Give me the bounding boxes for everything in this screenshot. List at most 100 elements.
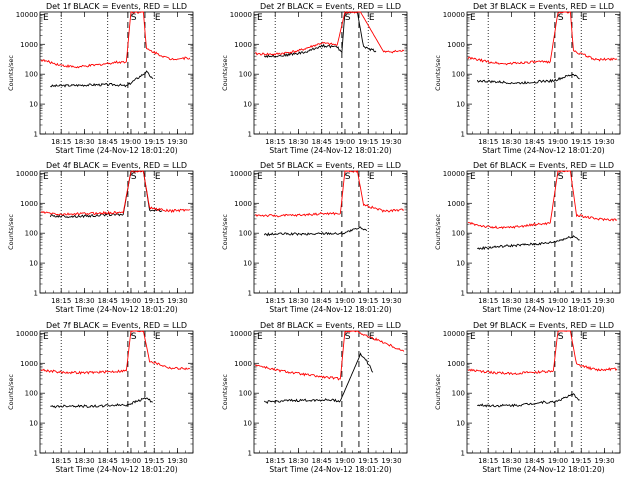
plot-frame xyxy=(253,330,408,454)
x-tick-label: 18:15 xyxy=(265,138,285,146)
start-marker: E xyxy=(43,13,49,23)
x-tick-label: 18:15 xyxy=(51,138,71,146)
middle-marker: S xyxy=(558,172,564,182)
series-line-events xyxy=(50,70,154,88)
x-tick-label: 19:15 xyxy=(571,457,591,465)
y-tick-label: 10000 xyxy=(230,330,252,338)
x-tick-label: 19:15 xyxy=(571,138,591,146)
x-tick-label: 18:30 xyxy=(501,297,521,305)
panel-title: Det 5f BLACK = Events, RED = LLD xyxy=(260,161,401,170)
middle-marker: S xyxy=(345,13,351,23)
y-tick-label: 1 xyxy=(461,290,465,298)
y-tick-label: 1000 xyxy=(447,360,465,368)
x-axis-label: Start Time (24-Nov-12 18:01:20) xyxy=(482,146,604,155)
x-tick-label: 18:30 xyxy=(288,138,308,146)
y-tick-label: 1000 xyxy=(234,41,252,49)
y-tick-label: 10000 xyxy=(230,11,252,19)
x-tick-label: 18:30 xyxy=(74,457,94,465)
end-marker: E xyxy=(155,332,161,342)
plot-frame xyxy=(39,170,194,294)
x-tick-label: 19:30 xyxy=(167,457,187,465)
y-tick-label: 10 xyxy=(29,260,38,268)
series-line-lld xyxy=(40,170,191,216)
y-tick-label: 1 xyxy=(34,450,38,458)
x-tick-label: 18:15 xyxy=(265,457,285,465)
y-tick-label: 10000 xyxy=(16,11,38,19)
y-axis-label: Counts/sec xyxy=(434,214,442,250)
middle-marker: S xyxy=(558,332,564,342)
y-tick-label: 100 xyxy=(25,71,38,79)
end-marker: E xyxy=(155,172,161,182)
series-line-lld xyxy=(40,11,191,69)
series-line-lld xyxy=(467,11,618,66)
y-tick-label: 1 xyxy=(461,450,465,458)
series-line-events xyxy=(476,73,580,85)
y-tick-label: 10000 xyxy=(443,330,465,338)
x-axis-label: Start Time (24-Nov-12 18:01:20) xyxy=(269,146,391,155)
x-tick-label: 18:15 xyxy=(478,297,498,305)
x-tick-label: 18:15 xyxy=(265,297,285,305)
panel-title: Det 9f BLACK = Events, RED = LLD xyxy=(473,321,614,330)
x-tick-label: 18:15 xyxy=(51,297,71,305)
y-tick-label: 1 xyxy=(34,131,38,139)
y-axis-label: Counts/sec xyxy=(7,374,15,410)
x-tick-label: 18:15 xyxy=(51,457,71,465)
panel-title: Det 3f BLACK = Events, RED = LLD xyxy=(473,2,614,11)
x-tick-label: 19:30 xyxy=(594,457,614,465)
x-tick-label: 19:30 xyxy=(381,297,401,305)
plot-frame xyxy=(253,11,408,135)
y-tick-label: 1000 xyxy=(234,200,252,208)
middle-marker: S xyxy=(131,13,137,23)
middle-marker: S xyxy=(558,13,564,23)
y-axis-label: Counts/sec xyxy=(434,374,442,410)
x-tick-label: 19:30 xyxy=(594,138,614,146)
y-tick-label: 100 xyxy=(239,71,252,79)
x-tick-label: 18:45 xyxy=(98,457,118,465)
x-tick-label: 19:15 xyxy=(144,138,164,146)
x-tick-label: 18:45 xyxy=(525,138,545,146)
plot-frame xyxy=(39,330,194,454)
y-tick-label: 100 xyxy=(239,230,252,238)
x-axis-label: Start Time (24-Nov-12 18:01:20) xyxy=(55,146,177,155)
x-tick-label: 19:15 xyxy=(144,457,164,465)
y-tick-label: 10000 xyxy=(443,170,465,178)
y-tick-label: 100 xyxy=(452,230,465,238)
plot-frame xyxy=(466,11,621,135)
series-line-events xyxy=(263,226,368,237)
end-marker: E xyxy=(369,172,375,182)
y-tick-label: 10000 xyxy=(443,11,465,19)
x-tick-label: 19:30 xyxy=(594,297,614,305)
chart-panel-3: Det 3f BLACK = Events, RED = LLD 1 10 100 10… xyxy=(434,2,621,155)
x-tick-label: 19:00 xyxy=(548,297,568,305)
x-axis-label: Start Time (24-Nov-12 18:01:20) xyxy=(55,305,177,314)
plot-frame xyxy=(466,330,621,454)
x-tick-label: 18:45 xyxy=(525,457,545,465)
panel-title: Det 2f BLACK = Events, RED = LLD xyxy=(260,2,401,11)
y-tick-label: 10 xyxy=(243,420,252,428)
x-axis-label: Start Time (24-Nov-12 18:01:20) xyxy=(55,465,177,474)
y-tick-label: 10 xyxy=(243,260,252,268)
y-tick-label: 1000 xyxy=(20,200,38,208)
y-tick-label: 100 xyxy=(25,390,38,398)
series-line-events xyxy=(477,393,580,408)
y-tick-label: 100 xyxy=(452,71,465,79)
y-axis-label: Counts/sec xyxy=(7,55,15,91)
x-tick-label: 18:30 xyxy=(74,138,94,146)
x-tick-label: 18:30 xyxy=(288,457,308,465)
panel-title: Det 7f BLACK = Events, RED = LLD xyxy=(46,321,187,330)
panel-title: Det 1f BLACK = Events, RED = LLD xyxy=(46,2,187,11)
chart-panel-9: Det 9f BLACK = Events, RED = LLD 1 10 100 10… xyxy=(434,321,621,474)
y-tick-label: 10 xyxy=(29,101,38,109)
start-marker: E xyxy=(257,13,263,23)
x-tick-label: 19:30 xyxy=(167,297,187,305)
y-tick-label: 100 xyxy=(239,390,252,398)
chart-panel-2: Det 2f BLACK = Events, RED = LLD 1 10 100 10… xyxy=(221,2,408,155)
y-axis-label: Counts/sec xyxy=(221,374,229,410)
y-tick-label: 1 xyxy=(461,131,465,139)
series-line-lld xyxy=(40,330,191,375)
x-tick-label: 19:00 xyxy=(335,457,355,465)
x-tick-label: 19:00 xyxy=(548,457,568,465)
x-tick-label: 18:45 xyxy=(312,297,332,305)
x-tick-label: 18:45 xyxy=(525,297,545,305)
